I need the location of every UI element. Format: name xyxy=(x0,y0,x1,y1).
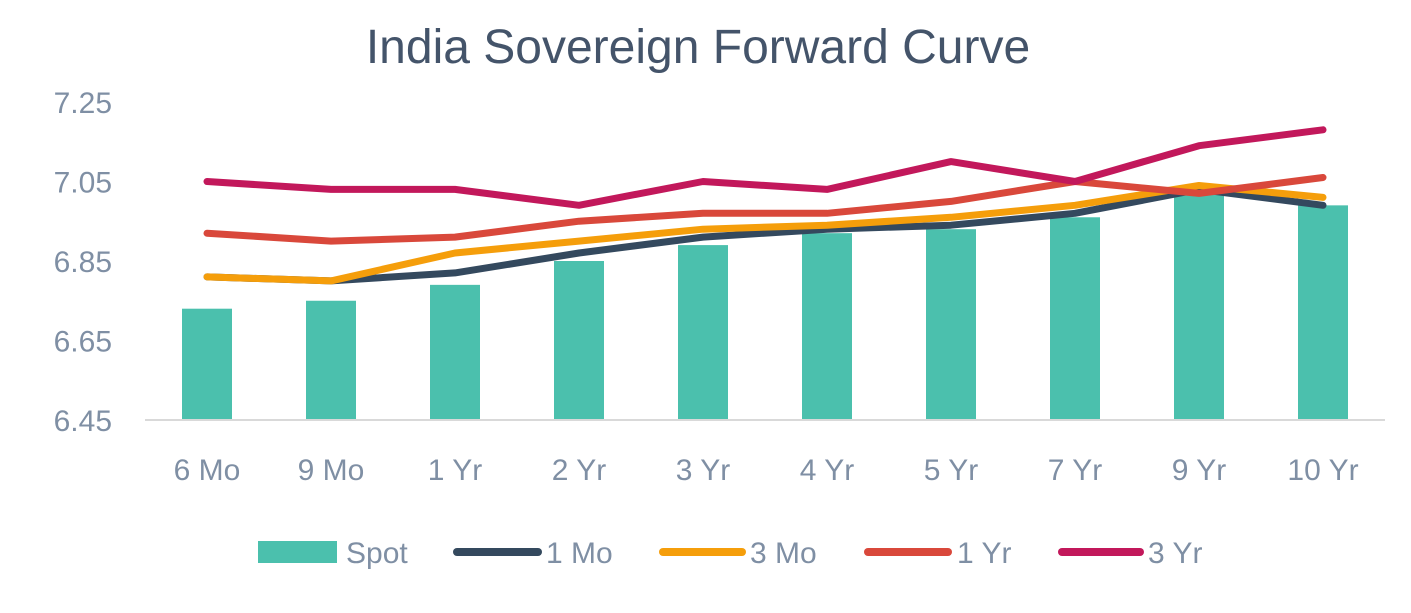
legend-label: Spot xyxy=(346,537,408,570)
y-axis: 7.25 7.05 6.85 6.65 6.45 xyxy=(54,87,112,438)
y-tick-label: 6.65 xyxy=(54,326,112,359)
spot-bars xyxy=(182,193,1348,420)
x-tick-label: 10 Yr xyxy=(1287,454,1358,487)
spot-bar xyxy=(1174,193,1224,420)
legend-item: 3 Yr xyxy=(1058,537,1202,570)
legend-label: 3 Yr xyxy=(1148,537,1202,570)
legend-label: 3 Mo xyxy=(750,537,817,570)
y-tick-label: 6.85 xyxy=(54,246,112,279)
y-tick-label: 7.25 xyxy=(54,87,112,120)
spot-bar xyxy=(802,233,852,420)
x-tick-label: 9 Mo xyxy=(298,454,365,487)
spot-bar xyxy=(430,284,480,420)
legend-item: Spot xyxy=(258,537,408,570)
x-tick-label: 9 Yr xyxy=(1172,454,1226,487)
x-tick-label: 6 Mo xyxy=(174,454,241,487)
chart-title: India Sovereign Forward Curve xyxy=(366,21,1030,74)
spot-bar xyxy=(554,261,604,420)
legend-swatch xyxy=(258,541,337,563)
legend-item: 1 Mo xyxy=(453,537,613,570)
x-tick-label: 5 Yr xyxy=(924,454,978,487)
legend-label: 1 Mo xyxy=(546,537,613,570)
x-tick-label: 3 Yr xyxy=(676,454,730,487)
spot-bar xyxy=(678,245,728,420)
x-tick-label: 1 Yr xyxy=(428,454,482,487)
legend-item: 1 Yr xyxy=(864,537,1011,570)
spot-bar xyxy=(182,308,232,420)
forward-lines xyxy=(203,126,1327,285)
x-tick-label: 7 Yr xyxy=(1048,454,1102,487)
series-line-1-yr xyxy=(203,174,1327,245)
legend-label: 1 Yr xyxy=(957,537,1011,570)
spot-bar xyxy=(1050,217,1100,420)
x-axis: 6 Mo 9 Mo 1 Yr 2 Yr 3 Yr 4 Yr 5 Yr 7 Yr 9 Yr 10 Y… xyxy=(174,454,1359,487)
spot-bar xyxy=(926,229,976,420)
legend: Spot 1 Mo 3 Mo 1 Yr 3 Yr xyxy=(258,537,1202,570)
series-line-3-mo xyxy=(203,182,1327,285)
legend-item: 3 Mo xyxy=(659,537,817,570)
spot-bar xyxy=(306,300,356,420)
spot-bar xyxy=(1298,205,1348,420)
series-line-1-mo xyxy=(203,185,1327,285)
x-tick-label: 2 Yr xyxy=(552,454,606,487)
y-tick-label: 6.45 xyxy=(54,405,112,438)
x-tick-label: 4 Yr xyxy=(800,454,854,487)
series-line-3-yr xyxy=(203,126,1327,209)
y-tick-label: 7.05 xyxy=(54,167,112,200)
